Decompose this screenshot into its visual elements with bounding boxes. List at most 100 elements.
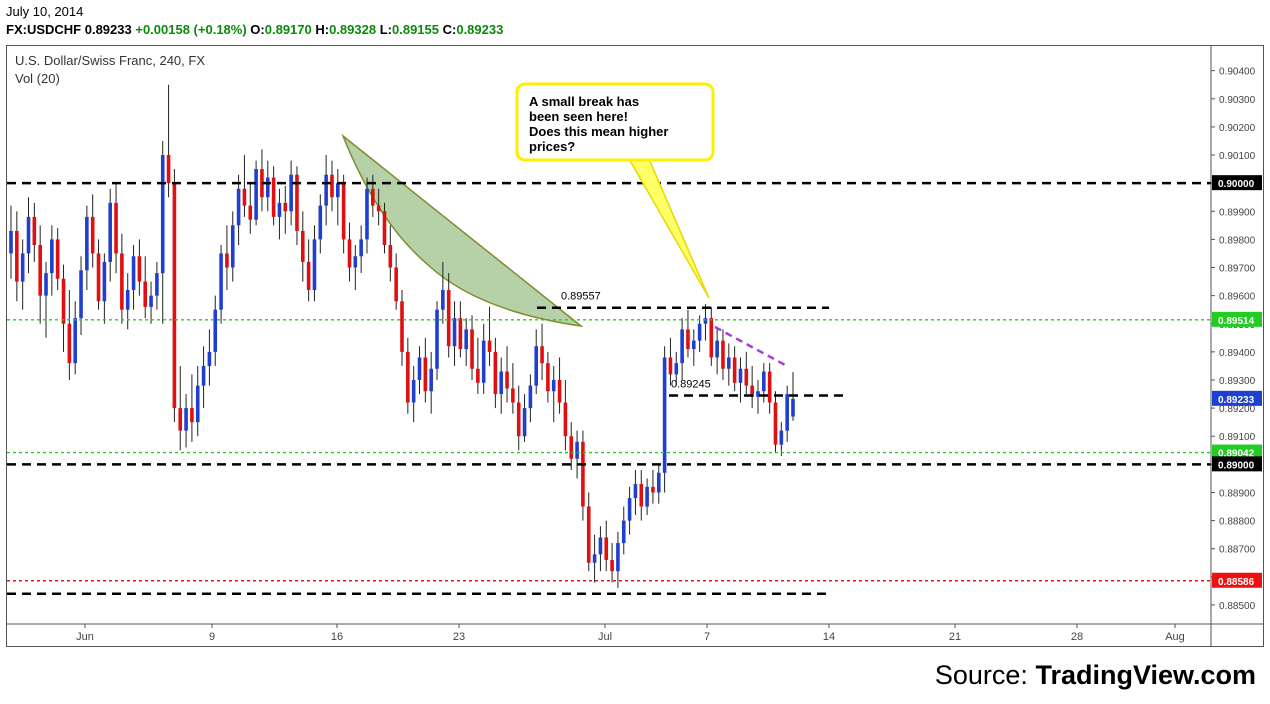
y-tick-label: 0.90400 — [1219, 67, 1256, 78]
candle-down — [295, 174, 299, 231]
candle-up — [592, 554, 597, 563]
candle-up — [499, 371, 504, 395]
candle-down — [394, 267, 398, 302]
x-tick-label: 28 — [1071, 631, 1083, 643]
candle-up — [551, 379, 556, 392]
candle-up — [417, 357, 422, 380]
candle-down — [178, 408, 183, 431]
candle-down — [347, 239, 352, 268]
candle-up — [411, 379, 416, 403]
candle-down — [55, 239, 60, 279]
candle-down — [406, 351, 410, 403]
axis-price-label: 0.90000 — [1218, 179, 1255, 190]
candle-up — [715, 340, 719, 358]
descending-trendline — [714, 325, 788, 368]
time-axis[interactable]: Jun 9 16 23 Jul 7 14 21 28 Aug — [7, 623, 1263, 643]
candle-up — [703, 318, 708, 324]
candle-down — [388, 245, 393, 268]
axis-price-label: 0.89000 — [1218, 460, 1255, 471]
y-tick-label: 0.89700 — [1219, 264, 1256, 275]
candle-down — [283, 202, 288, 212]
candle-up — [452, 318, 457, 347]
candle-up — [9, 230, 13, 254]
candle-up — [324, 174, 328, 206]
candle-down — [511, 388, 515, 403]
candle-down — [540, 346, 544, 364]
candle-down — [225, 253, 229, 268]
x-tick-label: 23 — [453, 631, 465, 643]
candle-up — [522, 408, 527, 437]
candle-down — [581, 441, 585, 507]
candle-up — [149, 295, 153, 307]
candle-down — [90, 216, 95, 254]
candle-down — [400, 301, 404, 352]
candle-down — [38, 245, 42, 296]
candle-up — [265, 177, 270, 198]
candle-down — [67, 323, 72, 364]
candle-down — [271, 177, 276, 217]
candle-up — [464, 329, 468, 350]
candle-down — [476, 368, 480, 383]
y-tick-label: 0.89400 — [1219, 348, 1256, 359]
open-label: O: — [250, 22, 265, 37]
candle-down — [32, 216, 37, 246]
callout-text-line: been seen here! — [529, 109, 628, 124]
axis-price-badge — [1212, 175, 1262, 191]
chart-area[interactable]: 0.89557 0.89245 0.90400 0.90300 0.90200 0.90… — [6, 45, 1264, 647]
horizontal-lines[interactable]: 0.89557 0.89245 — [7, 181, 1211, 595]
ticker-symbol[interactable]: FX:USDCHF — [6, 22, 82, 37]
candle-up — [207, 351, 212, 366]
candle-up — [195, 385, 200, 423]
axis-price-badge — [1212, 444, 1262, 460]
candle-down — [341, 183, 346, 240]
candle-down — [487, 340, 492, 352]
candle-down — [569, 436, 574, 459]
candle-up — [50, 239, 54, 274]
price-axis[interactable]: 0.90400 0.90300 0.90200 0.90100 0.90000 0.899… — [1210, 46, 1262, 646]
line-price-label: 0.89557 — [561, 291, 601, 303]
candle-up — [85, 216, 89, 271]
candle-down — [563, 402, 568, 437]
candle-up — [633, 484, 638, 499]
candle-up — [277, 202, 282, 217]
candle-up — [791, 398, 795, 417]
candle-up — [184, 408, 188, 431]
candle-up — [691, 340, 696, 350]
candle-down — [557, 379, 562, 403]
candle-up — [598, 537, 603, 555]
low-label: L: — [379, 22, 392, 37]
axis-price-label: 0.89233 — [1218, 395, 1255, 406]
candle-down — [248, 205, 253, 220]
candle-up — [762, 371, 766, 392]
candle-down — [242, 188, 247, 206]
volume-indicator-label[interactable]: Vol (20) — [15, 71, 60, 86]
candle-down — [306, 261, 311, 291]
candle-down — [516, 402, 521, 437]
candle-up — [435, 309, 439, 369]
close-value: 0.89233 — [456, 22, 504, 37]
candle-down — [458, 318, 463, 350]
y-tick-label: 0.90300 — [1219, 95, 1256, 106]
x-tick-label: 7 — [704, 631, 710, 643]
candle-up — [102, 261, 107, 302]
y-tick-label: 0.88500 — [1219, 601, 1256, 612]
y-tick-label: 0.88700 — [1219, 545, 1256, 556]
candle-down — [639, 484, 644, 507]
candle-up — [236, 188, 241, 226]
chart-date: July 10, 2014 — [6, 4, 84, 19]
axis-price-badge — [1212, 390, 1262, 406]
high-label: H: — [315, 22, 330, 37]
callout-pointer — [627, 158, 710, 299]
high-value: 0.89328 — [329, 22, 377, 37]
x-tick-label: Jun — [76, 631, 94, 643]
y-tick-label: 0.89100 — [1219, 432, 1256, 443]
source-credit: Source: TradingView.com — [935, 660, 1256, 691]
x-tick-label: Aug — [1165, 631, 1185, 643]
x-tick-label: 16 — [331, 631, 343, 643]
candle-down — [371, 188, 375, 206]
candle-down — [382, 211, 387, 246]
callout-text-line: A small break has — [529, 94, 639, 109]
open-value: 0.89170 — [264, 22, 312, 37]
